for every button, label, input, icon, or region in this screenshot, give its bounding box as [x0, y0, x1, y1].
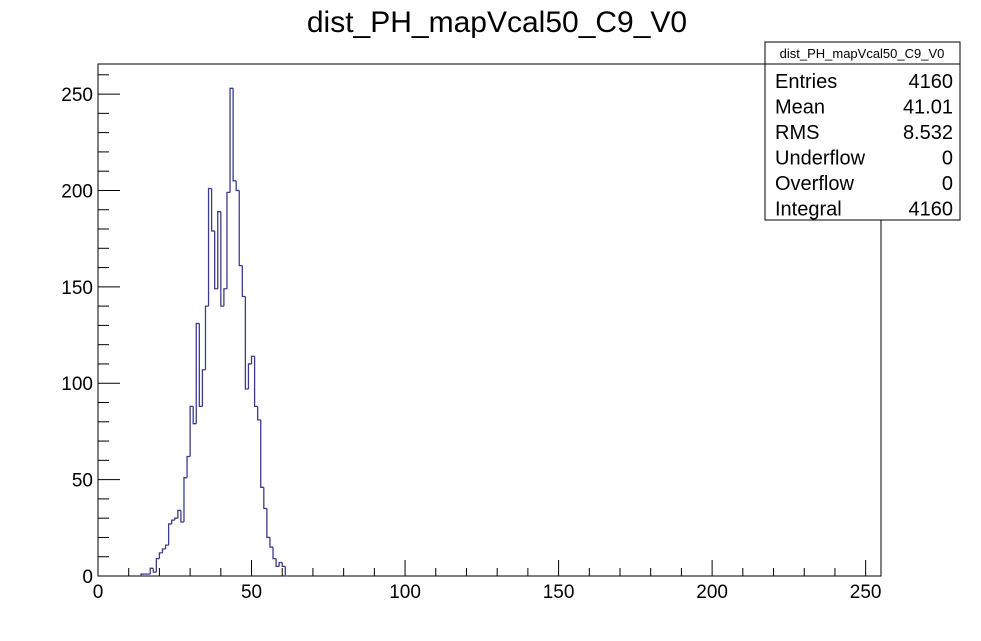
- stats-label: Entries: [775, 71, 837, 93]
- histogram-bin: [250, 355, 255, 364]
- histogram-bin: [217, 211, 221, 289]
- stats-value: 8.532: [903, 122, 953, 144]
- stats-value: 0: [942, 148, 953, 170]
- x-tick-label: 250: [850, 582, 882, 603]
- plot-frame: [97, 63, 882, 577]
- y-tick-label: 150: [61, 278, 93, 299]
- histogram-bin: [167, 523, 172, 546]
- y-tick-label: 100: [61, 374, 93, 395]
- histogram-bin: [272, 547, 277, 560]
- histogram-bin: [281, 562, 286, 568]
- histogram-bin: [198, 323, 203, 408]
- histogram-bin: [275, 558, 280, 568]
- stats-label: Underflow: [775, 148, 866, 170]
- histogram-bin: [158, 552, 163, 559]
- histogram-bin: [284, 566, 289, 577]
- stats-box: dist_PH_mapVcal50_C9_V0 Entries 4160 Mean 4…: [764, 41, 961, 221]
- y-tick-label: 0: [82, 567, 93, 588]
- histogram-bin: [238, 190, 243, 267]
- histogram-bin: [164, 544, 169, 550]
- x-tick-label: 0: [93, 582, 104, 603]
- histogram-bin: [235, 180, 240, 192]
- histogram-bin: [229, 87, 234, 193]
- stats-rows: Entries 4160 Mean 41.01 RMS 8.532 Underflow 0 Ov…: [775, 71, 953, 221]
- chart-title: dist_PH_mapVcal50_C9_V0: [307, 6, 687, 39]
- x-axis: 0 50 100 150 200 250: [93, 560, 882, 603]
- histogram-bin: [257, 406, 261, 421]
- x-tick-label: 150: [543, 582, 575, 603]
- stats-value: 4160: [909, 71, 954, 93]
- histogram-bin: [269, 537, 274, 548]
- histogram-bin: [192, 406, 197, 425]
- histogram-bin: [152, 568, 157, 573]
- histogram-bin: [177, 509, 181, 519]
- histogram-bin: [263, 487, 267, 510]
- histogram-bin: [195, 322, 200, 424]
- stats-value: 41.01: [903, 97, 953, 119]
- histogram-bin: [201, 369, 206, 407]
- x-tick-label: 100: [389, 582, 421, 603]
- histogram-bin: [260, 419, 264, 488]
- plot-area: [97, 63, 882, 577]
- histogram-bin: [244, 296, 249, 390]
- histogram-bin: [174, 517, 178, 521]
- histogram-bin: [183, 477, 188, 523]
- stats-label: RMS: [775, 122, 819, 144]
- histogram-bin: [207, 187, 212, 307]
- histogram-bin: [220, 211, 224, 307]
- histogram-bin: [140, 573, 145, 576]
- histogram-bin: [223, 288, 227, 307]
- histogram-bin: [180, 510, 184, 523]
- histogram-bin: [226, 191, 231, 289]
- stats-label: Mean: [775, 97, 825, 119]
- x-tick-label: 50: [241, 582, 262, 603]
- x-tick-label: 200: [696, 582, 728, 603]
- histogram-bin: [161, 548, 166, 553]
- y-tick-label: 50: [72, 471, 93, 492]
- histogram-bin: [149, 567, 154, 575]
- histogram-bin: [204, 305, 209, 370]
- histogram-bin: [214, 230, 218, 290]
- histogram-bin: [278, 561, 283, 567]
- y-tick-label: 250: [61, 85, 93, 106]
- stats-box-title: dist_PH_mapVcal50_C9_V0: [780, 46, 945, 61]
- histogram-bin: [253, 356, 258, 408]
- histogram-bin: [155, 558, 160, 573]
- stats-value: 0: [942, 173, 953, 195]
- histogram-bin: [171, 519, 175, 524]
- histogram-bin: [186, 455, 191, 478]
- stats-box-frame: [764, 41, 961, 221]
- histogram-bin: [241, 265, 246, 298]
- stats-label: Overflow: [775, 173, 854, 195]
- histogram-bin: [232, 88, 237, 182]
- y-tick-label: 200: [61, 181, 93, 202]
- y-axis: 0 50 100 150 200 250: [61, 74, 120, 588]
- stats-label: Integral: [775, 199, 842, 221]
- histogram-series: [140, 87, 289, 577]
- histogram-bin: [210, 188, 215, 232]
- stats-value: 4160: [909, 199, 954, 221]
- histogram-bin: [266, 508, 270, 539]
- histogram-bin: [189, 405, 194, 457]
- histogram-bin: [247, 363, 252, 390]
